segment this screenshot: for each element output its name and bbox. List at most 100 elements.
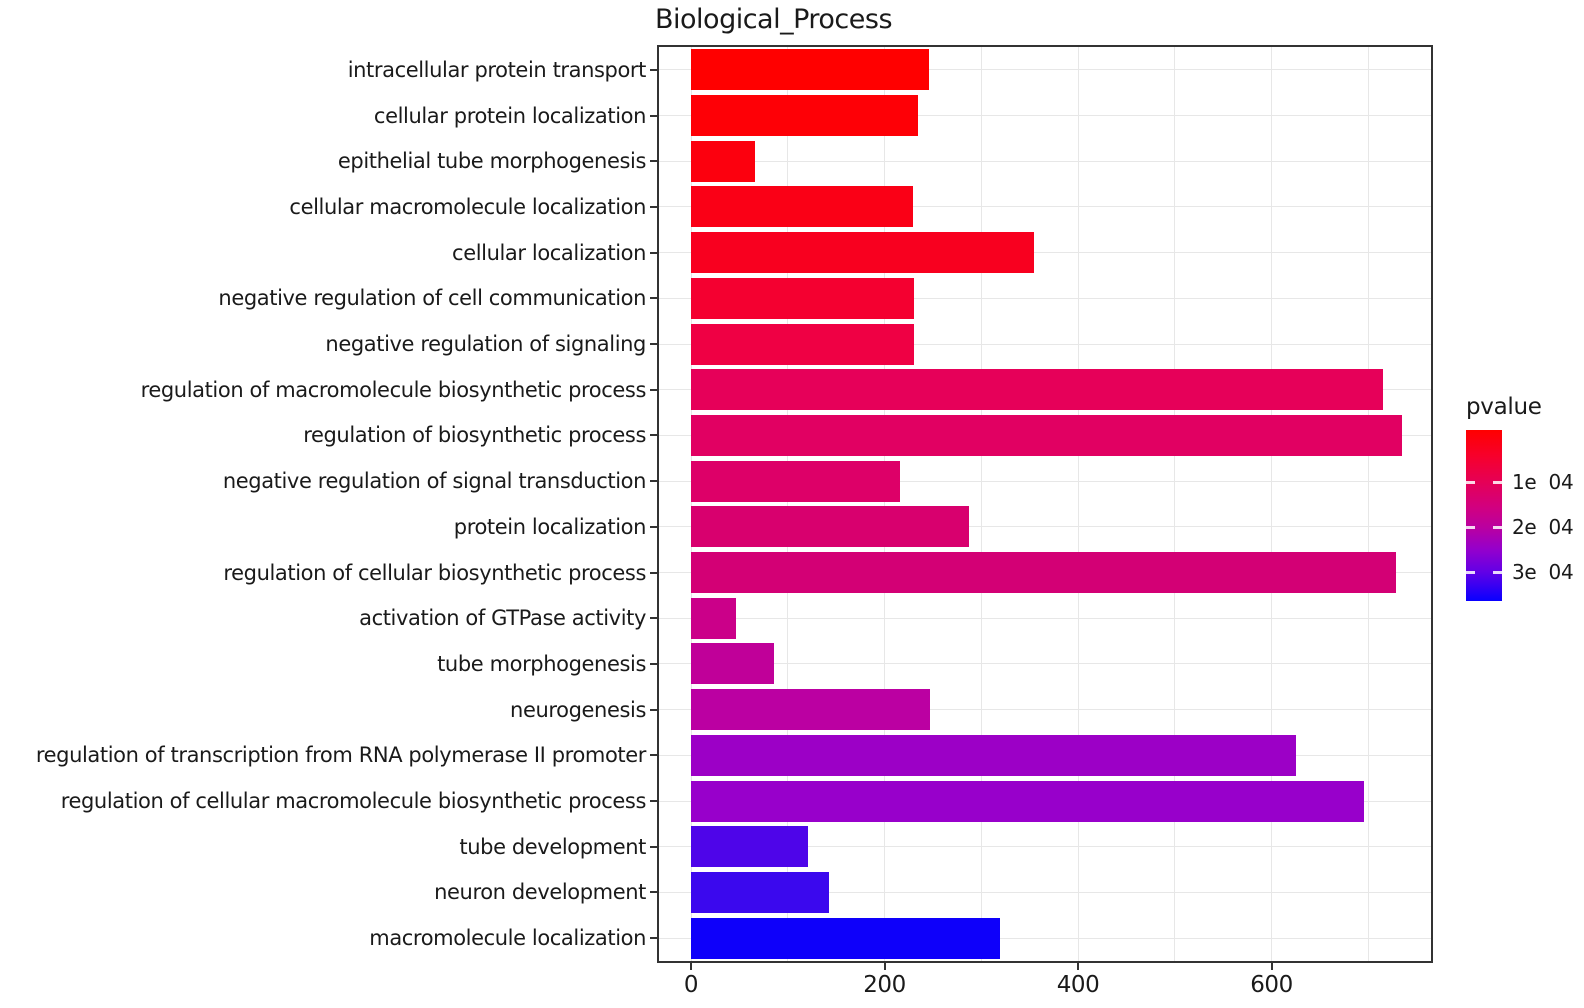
- category-label: cellular localization: [452, 240, 646, 265]
- category-label: tube development: [459, 834, 646, 859]
- y-tick-mark: [650, 800, 657, 803]
- legend-tick-dash-left: [1466, 571, 1475, 574]
- gridline-horizontal: [659, 297, 1431, 299]
- bar: [691, 414, 1403, 456]
- legend-tick-dash-left: [1466, 526, 1475, 529]
- legend: pvalue 1e 04 2e 04 3e 04: [1466, 394, 1574, 601]
- legend-tick-label: 3e 04: [1512, 560, 1574, 584]
- y-tick-mark: [650, 68, 657, 71]
- y-tick-mark: [650, 160, 657, 163]
- legend-tick-dash-right: [1493, 481, 1502, 484]
- legend-title: pvalue: [1466, 394, 1542, 420]
- gridline-horizontal: [659, 160, 1431, 162]
- bar: [691, 871, 830, 913]
- y-tick-mark: [650, 845, 657, 848]
- gridline-vertical: [1174, 47, 1176, 961]
- category-label: regulation of biosynthetic process: [303, 423, 646, 448]
- gridline-vertical: [1077, 47, 1079, 961]
- x-tick-label: 200: [863, 972, 906, 998]
- bar: [691, 49, 929, 91]
- chart-title: Biological_Process: [655, 4, 893, 35]
- pvalue-gradient: [1466, 430, 1502, 601]
- bar: [691, 232, 1035, 274]
- category-label: epithelial tube morphogenesis: [337, 149, 646, 174]
- category-label: activation of GTPase activity: [359, 606, 646, 631]
- category-label: cellular macromolecule localization: [289, 194, 646, 219]
- y-tick-mark: [650, 617, 657, 620]
- bar: [691, 506, 969, 548]
- gridline-vertical: [787, 47, 789, 961]
- bar: [691, 186, 913, 228]
- y-tick-mark: [650, 480, 657, 483]
- gridline-vertical: [980, 47, 982, 961]
- y-tick-mark: [650, 937, 657, 940]
- x-tick-mark: [690, 963, 692, 970]
- bar: [691, 460, 900, 502]
- gridline-vertical: [884, 47, 885, 961]
- legend-tick-label: 2e 04: [1512, 515, 1574, 539]
- gridline-horizontal: [659, 252, 1431, 254]
- legend-tick-label: 1e 04: [1512, 470, 1574, 494]
- y-tick-mark: [650, 662, 657, 665]
- bar: [691, 552, 1397, 594]
- category-label: regulation of cellular biosynthetic proc…: [223, 560, 646, 585]
- legend-gradient-bar: 1e 04 2e 04 3e 04: [1466, 430, 1574, 601]
- gridline-horizontal: [659, 343, 1431, 345]
- gridline-horizontal: [659, 526, 1431, 528]
- y-tick-mark: [650, 114, 657, 117]
- gridline-horizontal: [659, 709, 1431, 711]
- plot-panel: [657, 45, 1433, 963]
- bar: [691, 780, 1365, 822]
- category-label: negative regulation of signal transducti…: [222, 469, 647, 494]
- bar: [691, 917, 1000, 959]
- bar: [691, 95, 919, 137]
- x-tick-mark: [1077, 963, 1079, 970]
- gridline-horizontal: [659, 663, 1431, 665]
- x-tick-mark: [1270, 963, 1273, 970]
- category-label: regulation of cellular macromolecule bio…: [60, 789, 647, 814]
- category-label: protein localization: [453, 514, 647, 539]
- legend-tick-dash-right: [1493, 526, 1502, 529]
- plot-area: [659, 47, 1431, 961]
- bar: [691, 369, 1383, 411]
- y-tick-mark: [650, 205, 657, 208]
- gridline-vertical: [1271, 47, 1272, 961]
- bar: [691, 277, 914, 319]
- y-tick-mark: [650, 434, 657, 437]
- category-label: regulation of macromolecule biosynthetic…: [140, 377, 647, 402]
- gridline-horizontal: [659, 206, 1431, 208]
- x-tick-label: 400: [1056, 972, 1100, 998]
- y-tick-mark: [650, 754, 657, 757]
- category-label: intracellular protein transport: [347, 57, 647, 82]
- gridline-vertical: [690, 47, 692, 961]
- bar: [691, 140, 755, 182]
- category-label: negative regulation of signaling: [325, 332, 646, 357]
- y-tick-mark: [650, 708, 657, 711]
- x-tick-label: 600: [1250, 972, 1293, 998]
- bar: [691, 689, 930, 731]
- x-tick-label: 0: [683, 972, 699, 998]
- y-tick-mark: [650, 891, 657, 894]
- legend-tick-dash-left: [1466, 481, 1475, 484]
- gridline-horizontal: [659, 891, 1431, 893]
- category-label: tube morphogenesis: [437, 651, 646, 676]
- category-label: negative regulation of cell communicatio…: [218, 286, 646, 311]
- bar: [691, 643, 775, 685]
- bar: [691, 734, 1296, 776]
- category-label: neurogenesis: [510, 697, 646, 722]
- gridline-horizontal: [659, 69, 1431, 71]
- gridline-horizontal: [659, 617, 1431, 619]
- bar: [691, 597, 737, 639]
- legend-tick-dash-right: [1493, 571, 1502, 574]
- y-tick-mark: [650, 525, 657, 528]
- gridline-vertical: [1367, 47, 1369, 961]
- category-label: regulation of transcription from RNA pol…: [35, 743, 647, 768]
- gridline-horizontal: [659, 480, 1431, 482]
- y-tick-mark: [650, 571, 657, 574]
- bar: [691, 826, 809, 868]
- category-label: macromolecule localization: [369, 926, 646, 951]
- x-tick-mark: [883, 963, 886, 970]
- gridline-horizontal: [659, 937, 1431, 939]
- y-tick-mark: [650, 297, 657, 300]
